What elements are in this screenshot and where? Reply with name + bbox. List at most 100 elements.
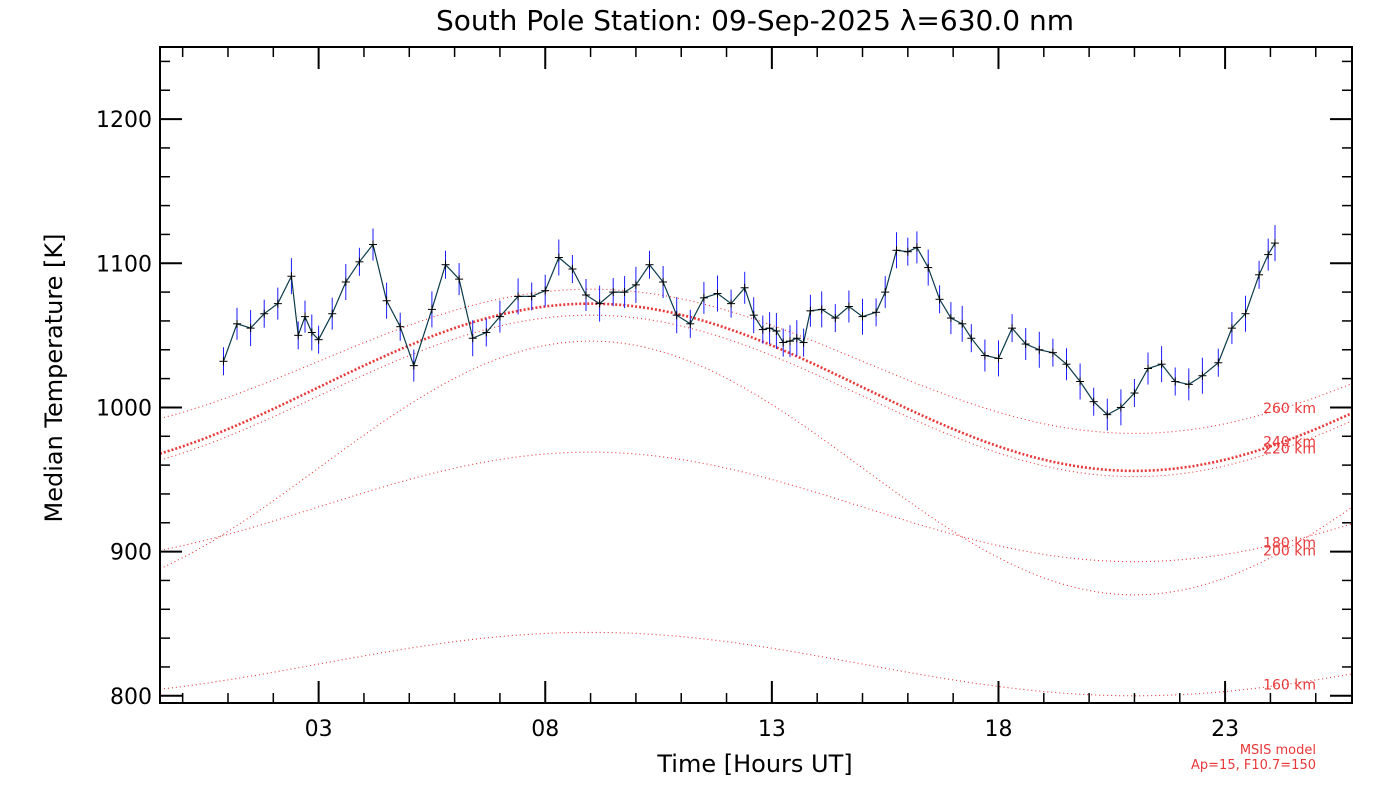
data-point [858,312,867,321]
data-point [1130,389,1139,398]
x-tick-label: 08 [531,717,559,742]
data-point [233,319,242,328]
data-point [1264,250,1273,259]
data-point [369,240,378,249]
data-point [1171,377,1180,386]
data-point [294,331,303,340]
data-point [872,308,881,317]
data-point [301,312,310,321]
data-point [1008,324,1017,333]
plot-frame [159,46,1353,704]
data-point [1103,410,1112,419]
model-label-2: 220 km [1263,441,1316,457]
data-point [785,337,794,346]
data-point [582,290,591,299]
model-note-line-2: Ap=15, F10.7=150 [1191,758,1316,773]
data-point [427,305,436,314]
model-label-4: 180 km [1263,536,1316,552]
model-label-1: 240 km [1263,435,1316,451]
data-point [495,312,504,321]
data-point [831,314,840,323]
data-point [727,299,736,308]
data-point [568,265,577,274]
data-point [314,335,323,344]
y-axis-label: Median Temperature [K] [40,233,68,522]
data-point [514,292,523,301]
model-curve-260-km [159,288,1353,434]
data-point [659,278,668,287]
model-label-0: 260 km [1263,401,1316,417]
data-point [1255,270,1264,279]
data-point [1062,360,1071,369]
model-label-5: 160 km [1263,678,1316,694]
y-tick-label: 1000 [96,396,152,421]
data-point [935,295,944,304]
data-point [758,325,767,334]
data-point [307,328,316,337]
model-label-3: 200 km [1263,543,1316,559]
measurement-series [219,225,1279,431]
axes: 800 900 1000 1100 1200 03 08 13 18 23 [96,47,1352,742]
data-point [219,357,228,366]
data-point [441,260,450,269]
data-point [609,288,618,297]
series-line [222,242,1276,416]
data-point [1157,360,1166,369]
y-tick-label: 1100 [96,252,152,277]
data-point [1035,345,1044,354]
data-point [620,288,629,297]
data-point [287,272,296,281]
data-point [1144,364,1153,373]
model-curve-160-km [159,631,1353,697]
data-point [844,302,853,311]
data-point [749,311,758,320]
data-point [260,309,269,318]
x-tick-label: 13 [758,717,786,742]
model-note-line-1: MSIS model [1240,743,1316,758]
data-point [799,338,808,347]
data-point [772,327,781,336]
data-point [994,354,1003,363]
y-tick-label: 800 [110,685,152,710]
data-point [779,338,788,347]
data-point [482,328,491,337]
data-point [881,288,890,297]
data-point [686,319,695,328]
data-point [631,280,640,289]
data-point [924,263,933,272]
data-point [1076,377,1085,386]
data-point [396,322,405,331]
data-point [328,309,337,318]
model-curve-240-km [159,302,1353,473]
data-point [541,286,550,295]
data-point [946,314,955,323]
data-point [1198,371,1207,380]
data-point [1184,380,1193,389]
data-point [912,243,921,252]
data-point [980,351,989,360]
data-point [699,293,708,302]
x-tick-label: 18 [984,717,1012,742]
data-point [455,275,464,284]
data-point [409,361,418,370]
data-point [341,278,350,287]
data-point [792,334,801,343]
data-point [765,324,774,333]
data-point [1089,397,1098,406]
data-point [527,292,536,301]
data-point [246,324,255,333]
data-point [1048,348,1057,357]
data-point [595,299,604,308]
y-tick-label: 900 [110,541,152,566]
data-point [672,311,681,320]
data-point [273,299,282,308]
data-point [817,305,826,314]
data-point [903,247,912,256]
data-point [713,289,722,298]
y-tick-label: 1200 [96,108,152,133]
data-point [1270,239,1279,248]
data-point [1241,309,1250,318]
data-point [892,246,901,255]
